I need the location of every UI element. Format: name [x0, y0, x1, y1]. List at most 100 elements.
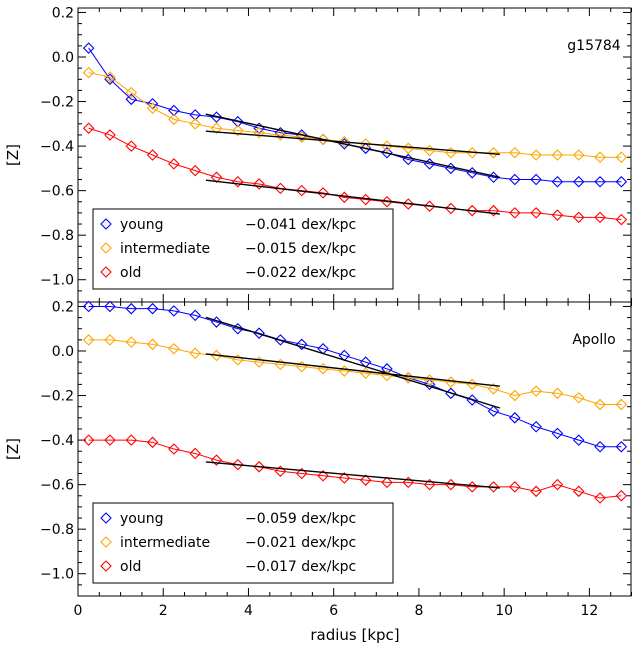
- legend-slope-intermediate: −0.015 dex/kpc: [245, 241, 356, 257]
- data-point-intermediate: [551, 149, 564, 161]
- y-tick-label: −1.0: [40, 567, 74, 583]
- data-point-young: [594, 440, 606, 453]
- data-point-old: [189, 164, 201, 177]
- data-point-old: [295, 467, 308, 480]
- y-tick-label: −0.2: [40, 389, 74, 405]
- y-tick-label: 0.2: [52, 299, 74, 315]
- data-point-old: [210, 454, 223, 466]
- data-point-old: [423, 200, 436, 213]
- series-line-intermediate: [88, 72, 622, 158]
- data-point-intermediate: [146, 102, 159, 115]
- data-point-old: [572, 485, 585, 498]
- data-point-young: [295, 129, 308, 141]
- data-point-old: [402, 198, 415, 210]
- data-point-young: [487, 405, 500, 417]
- data-point-old: [338, 472, 351, 484]
- y-tick-label: 0.0: [52, 50, 74, 66]
- x-tick-label: 4: [244, 603, 253, 619]
- legend-marker-young: [100, 218, 112, 230]
- data-point-old: [82, 122, 95, 135]
- data-point-old: [125, 140, 138, 152]
- data-point-young: [381, 146, 393, 159]
- data-point-intermediate: [82, 66, 95, 79]
- x-axis-title: radius [kpc]: [310, 626, 399, 644]
- data-point-intermediate: [232, 124, 244, 137]
- y-tick-label: 0.2: [52, 5, 74, 21]
- fit-line-intermediate: [205, 130, 500, 156]
- x-tick-label: 12: [580, 603, 598, 619]
- data-point-young: [530, 420, 542, 433]
- x-tick-label: 8: [414, 603, 423, 619]
- data-point-young: [530, 173, 542, 186]
- data-point-old: [530, 207, 542, 219]
- data-point-intermediate: [487, 383, 500, 395]
- data-point-old: [295, 184, 308, 197]
- data-point-intermediate: [168, 113, 180, 126]
- legend-box: [92, 208, 394, 290]
- data-point-intermediate: [274, 129, 287, 141]
- fit-line-old: [205, 179, 500, 215]
- data-point-young: [509, 412, 521, 424]
- data-point-young: [594, 175, 606, 188]
- y-axis-title: [Z]: [4, 438, 22, 460]
- data-point-old: [104, 434, 116, 446]
- y-tick-label: 0.0: [52, 344, 74, 360]
- legend-box: [92, 502, 394, 584]
- y-tick-label: −0.8: [40, 228, 74, 244]
- legend-slope-old: −0.017 dex/kpc: [245, 559, 356, 575]
- data-point-intermediate: [487, 146, 500, 159]
- data-point-intermediate: [168, 342, 180, 355]
- data-point-young: [104, 73, 116, 86]
- data-point-young: [189, 309, 201, 322]
- data-point-intermediate: [253, 126, 265, 139]
- data-point-intermediate: [530, 385, 542, 397]
- data-point-young: [82, 42, 95, 54]
- data-point-young: [509, 173, 521, 186]
- y-tick-label: −0.8: [40, 522, 74, 538]
- data-point-young: [423, 378, 436, 391]
- data-point-young: [551, 175, 564, 188]
- data-point-old: [509, 207, 521, 219]
- legend-label-young: young: [120, 511, 163, 527]
- data-point-old: [466, 204, 478, 217]
- data-point-intermediate: [509, 389, 521, 402]
- data-point-intermediate: [189, 118, 201, 130]
- data-point-intermediate: [189, 347, 201, 360]
- fit-line-young: [205, 316, 501, 409]
- panel-title: Apollo: [572, 332, 615, 348]
- data-point-young: [615, 440, 628, 453]
- y-tick-label: −0.4: [40, 433, 74, 449]
- data-point-old: [594, 492, 606, 504]
- legend-label-young: young: [120, 217, 163, 233]
- data-point-intermediate: [210, 122, 223, 135]
- data-point-young: [253, 327, 265, 339]
- data-point-intermediate: [466, 146, 478, 159]
- data-point-intermediate: [317, 133, 329, 146]
- x-tick-label: 6: [329, 603, 338, 619]
- panel-title: g15784: [567, 38, 621, 54]
- data-point-old: [551, 209, 564, 221]
- legend-slope-old: −0.022 dex/kpc: [245, 265, 356, 281]
- data-point-intermediate: [104, 334, 116, 346]
- data-point-young: [572, 175, 585, 188]
- data-point-intermediate: [381, 140, 393, 152]
- data-point-old: [210, 171, 223, 184]
- data-point-old: [572, 211, 585, 224]
- fit-line-intermediate: [205, 353, 500, 387]
- legend-marker-intermediate: [100, 536, 112, 548]
- legend-label-old: old: [120, 265, 141, 281]
- x-tick-label: 10: [495, 603, 513, 619]
- data-point-young: [189, 109, 201, 121]
- data-point-young: [82, 300, 95, 313]
- y-tick-label: −0.6: [40, 184, 74, 200]
- data-point-old: [125, 434, 138, 446]
- data-point-old: [253, 178, 265, 190]
- data-point-old: [423, 478, 436, 491]
- y-axis-title: [Z]: [4, 144, 22, 166]
- data-point-old: [551, 478, 564, 491]
- data-point-old: [232, 458, 244, 471]
- data-point-young: [210, 316, 223, 328]
- x-tick-label: 0: [74, 603, 83, 619]
- data-point-intermediate: [338, 135, 351, 148]
